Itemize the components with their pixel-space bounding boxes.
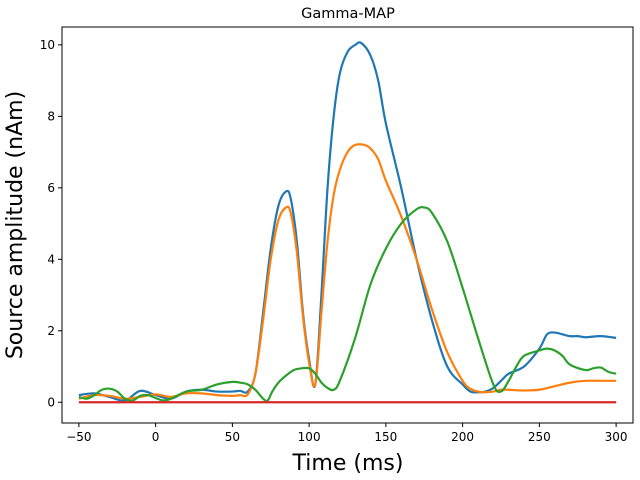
y-tick-label: 4 — [47, 252, 55, 266]
x-tick-label: 300 — [605, 430, 628, 444]
x-tick-label: 50 — [225, 430, 240, 444]
y-tick-label: 2 — [47, 324, 55, 338]
y-tick-label: 10 — [40, 38, 55, 52]
x-tick-label: 100 — [298, 430, 321, 444]
x-axis: −50 0 50 100 150 200 250 300 — [66, 423, 628, 444]
x-tick-label: 150 — [374, 430, 397, 444]
y-axis: 0 2 4 6 8 10 — [40, 38, 62, 409]
series-line-3 — [78, 205, 617, 403]
chart-title: Gamma-MAP — [301, 6, 395, 22]
x-axis-label: Time (ms) — [292, 451, 404, 476]
y-tick-label: 8 — [47, 109, 55, 123]
x-tick-label: 0 — [152, 430, 160, 444]
x-tick-label: −50 — [66, 430, 91, 444]
axes-frame — [61, 26, 634, 424]
series-line-2 — [78, 143, 617, 400]
y-tick-label: 6 — [47, 181, 55, 195]
y-axis-label: Source amplitude (nAm) — [3, 91, 28, 359]
y-tick-label: 0 — [47, 395, 55, 409]
plot-lines — [78, 41, 617, 404]
x-tick-label: 250 — [528, 430, 551, 444]
series-line-1 — [78, 41, 617, 402]
x-tick-label: 200 — [451, 430, 474, 444]
